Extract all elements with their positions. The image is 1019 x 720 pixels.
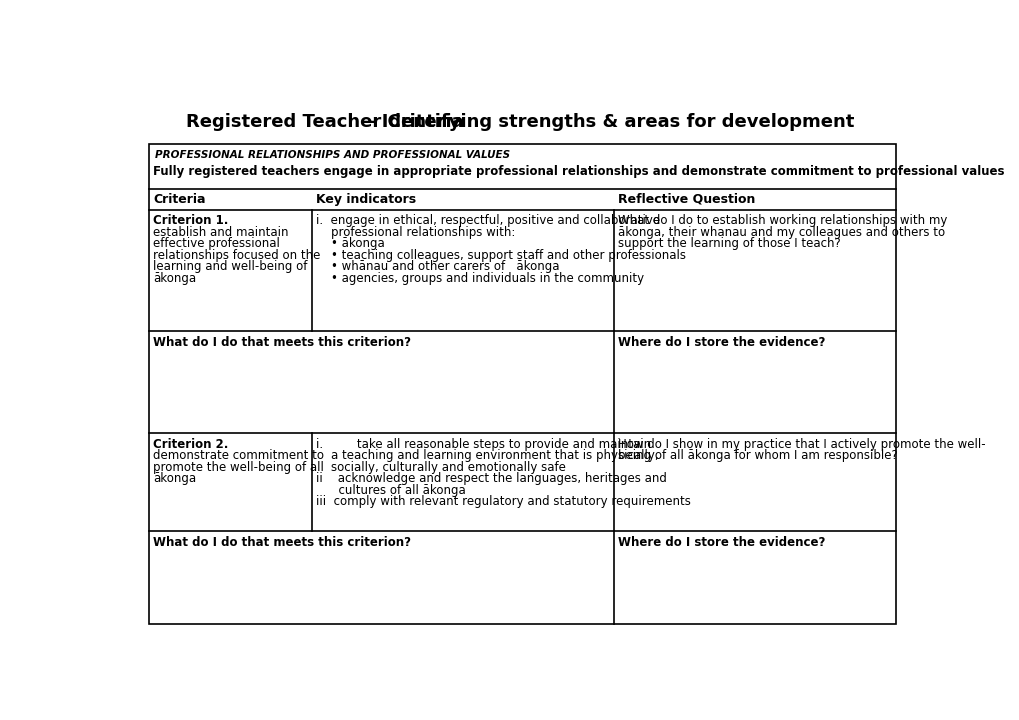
Text: ākonga: ākonga bbox=[153, 272, 196, 285]
Text: ākonga, their whanau and my colleagues and others to: ākonga, their whanau and my colleagues a… bbox=[618, 226, 945, 239]
Text: What do I do that meets this criterion?: What do I do that meets this criterion? bbox=[153, 336, 411, 349]
Text: cultures of all ākonga: cultures of all ākonga bbox=[316, 484, 465, 497]
Text: Key indicators: Key indicators bbox=[316, 193, 416, 206]
Text: i.  engage in ethical, respectful, positive and collaborative: i. engage in ethical, respectful, positi… bbox=[316, 215, 659, 228]
Text: Criterion 1.: Criterion 1. bbox=[153, 215, 228, 228]
Text: demonstrate commitment to: demonstrate commitment to bbox=[153, 449, 324, 462]
Text: promote the well-being of all: promote the well-being of all bbox=[153, 461, 324, 474]
Text: How do I show in my practice that I actively promote the well-: How do I show in my practice that I acti… bbox=[618, 438, 984, 451]
Text: - Identifying strengths & areas for development: - Identifying strengths & areas for deve… bbox=[368, 113, 853, 131]
Text: a teaching and learning environment that is physically,: a teaching and learning environment that… bbox=[316, 449, 658, 462]
Text: Where do I store the evidence?: Where do I store the evidence? bbox=[618, 336, 824, 349]
Text: Criterion 2.: Criterion 2. bbox=[153, 438, 228, 451]
Text: ii    acknowledge and respect the languages, heritages and: ii acknowledge and respect the languages… bbox=[316, 472, 666, 485]
Text: Criteria: Criteria bbox=[153, 193, 206, 206]
Text: i.         take all reasonable steps to provide and maintain: i. take all reasonable steps to provide … bbox=[316, 438, 650, 451]
Text: relationships focused on the: relationships focused on the bbox=[153, 249, 320, 262]
Text: • agencies, groups and individuals in the community: • agencies, groups and individuals in th… bbox=[316, 272, 643, 285]
Text: learning and well-being of: learning and well-being of bbox=[153, 261, 307, 274]
Text: What do I do to establish working relationships with my: What do I do to establish working relati… bbox=[618, 215, 947, 228]
Text: PROFESSIONAL RELATIONSHIPS AND PROFESSIONAL VALUES: PROFESSIONAL RELATIONSHIPS AND PROFESSIO… bbox=[155, 150, 511, 160]
Text: Where do I store the evidence?: Where do I store the evidence? bbox=[618, 536, 824, 549]
Text: Registered Teacher Criteria: Registered Teacher Criteria bbox=[185, 113, 463, 131]
Text: • ākonga: • ākonga bbox=[316, 238, 384, 251]
Text: professional relationships with:: professional relationships with: bbox=[316, 226, 515, 239]
Text: establish and maintain: establish and maintain bbox=[153, 226, 288, 239]
Text: effective professional: effective professional bbox=[153, 238, 279, 251]
Text: Fully registered teachers engage in appropriate professional relationships and d: Fully registered teachers engage in appr… bbox=[153, 165, 1004, 178]
Text: Reflective Question: Reflective Question bbox=[618, 193, 755, 206]
Text: ākonga: ākonga bbox=[153, 472, 196, 485]
Text: support the learning of those I teach?: support the learning of those I teach? bbox=[618, 238, 840, 251]
Text: being of all ākonga for whom I am responsible?: being of all ākonga for whom I am respon… bbox=[618, 449, 897, 462]
Text: • teaching colleagues, support staff and other professionals: • teaching colleagues, support staff and… bbox=[316, 249, 685, 262]
Text: What do I do that meets this criterion?: What do I do that meets this criterion? bbox=[153, 536, 411, 549]
Text: • whānau and other carers of   ākonga: • whānau and other carers of ākonga bbox=[316, 261, 558, 274]
Bar bbox=[149, 144, 896, 624]
Text: iii  comply with relevant regulatory and statutory requirements: iii comply with relevant regulatory and … bbox=[316, 495, 690, 508]
Text: socially, culturally and emotionally safe: socially, culturally and emotionally saf… bbox=[316, 461, 566, 474]
